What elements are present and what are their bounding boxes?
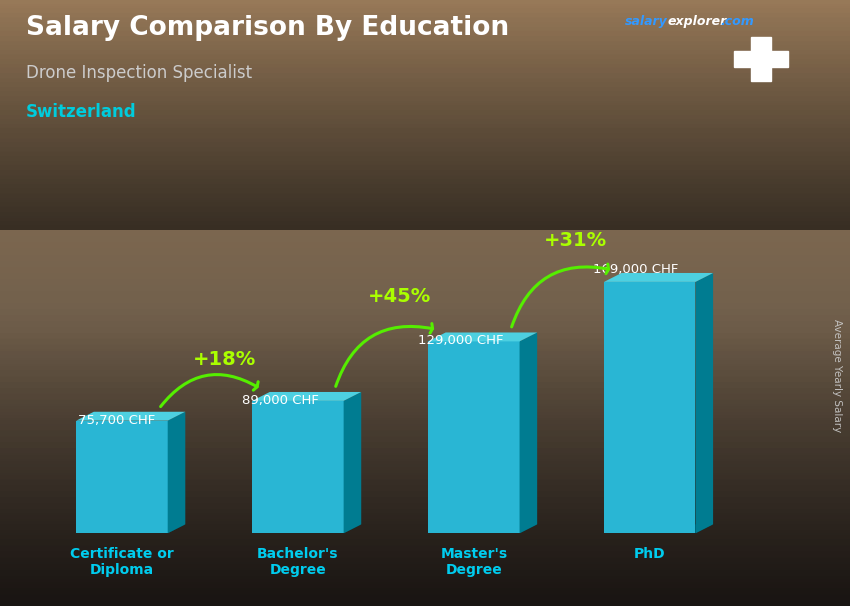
Bar bbox=[76, 421, 167, 533]
Text: +45%: +45% bbox=[368, 287, 432, 306]
Text: 129,000 CHF: 129,000 CHF bbox=[417, 335, 503, 347]
Polygon shape bbox=[519, 333, 537, 533]
Bar bbox=[252, 401, 343, 533]
Polygon shape bbox=[604, 524, 713, 533]
Polygon shape bbox=[167, 411, 185, 533]
Text: +31%: +31% bbox=[544, 231, 608, 250]
Bar bbox=[604, 282, 695, 533]
Polygon shape bbox=[76, 524, 185, 533]
Polygon shape bbox=[252, 524, 361, 533]
Text: +18%: +18% bbox=[192, 350, 256, 368]
Polygon shape bbox=[76, 411, 185, 421]
Text: 169,000 CHF: 169,000 CHF bbox=[593, 263, 679, 276]
Polygon shape bbox=[695, 273, 713, 533]
Polygon shape bbox=[604, 273, 713, 282]
Text: Switzerland: Switzerland bbox=[26, 103, 136, 121]
Text: .com: .com bbox=[720, 15, 754, 28]
Polygon shape bbox=[252, 392, 361, 401]
Bar bbox=[751, 37, 771, 81]
Text: salary: salary bbox=[625, 15, 667, 28]
Text: explorer: explorer bbox=[667, 15, 727, 28]
Text: Average Yearly Salary: Average Yearly Salary bbox=[832, 319, 842, 432]
Text: 75,700 CHF: 75,700 CHF bbox=[78, 414, 156, 427]
Polygon shape bbox=[343, 392, 361, 533]
Bar bbox=[428, 341, 519, 533]
Polygon shape bbox=[428, 333, 537, 341]
Text: Salary Comparison By Education: Salary Comparison By Education bbox=[26, 15, 508, 41]
Polygon shape bbox=[428, 524, 537, 533]
Text: Drone Inspection Specialist: Drone Inspection Specialist bbox=[26, 64, 252, 82]
Bar bbox=[734, 51, 788, 67]
Text: 89,000 CHF: 89,000 CHF bbox=[241, 394, 319, 407]
